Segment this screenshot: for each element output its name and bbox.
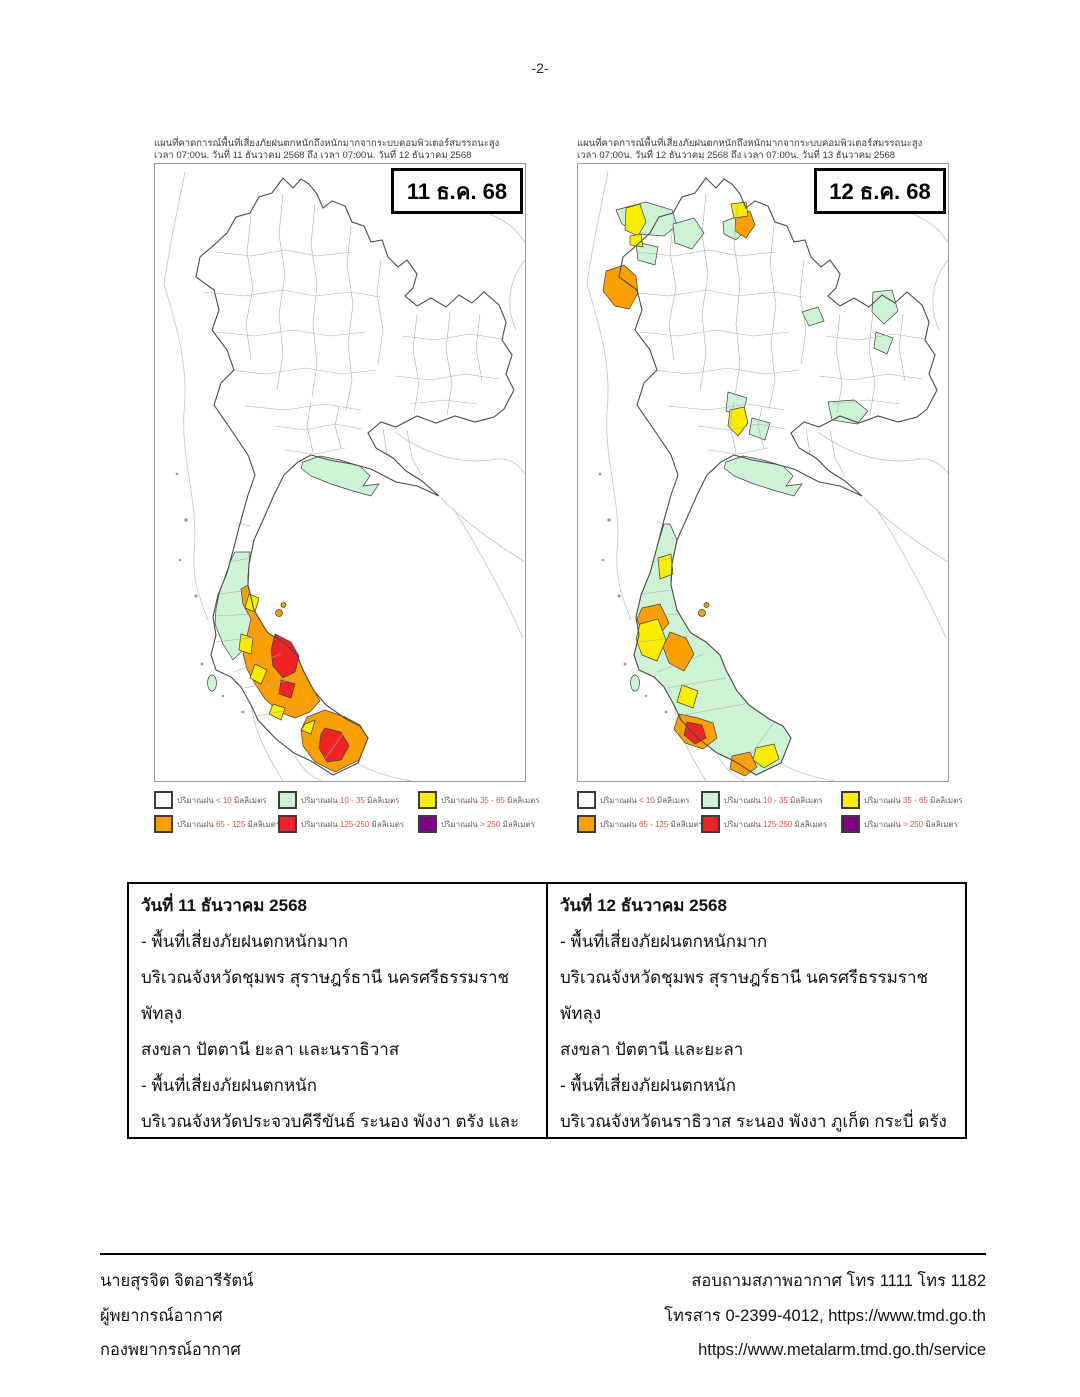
legend-swatch-125-250-icon: [701, 815, 720, 833]
legend-item: ปริมาณฝน 35 - 65 มิลลิเมตร: [841, 791, 963, 809]
map-date-box: 12 ธ.ค. 68: [814, 168, 946, 214]
risk-area-table: วันที่ 11 ธันวาคม 2568 - พื้นที่เสี่ยงภั…: [127, 882, 967, 1139]
legend-swatch-35-65-icon: [841, 791, 860, 809]
legend-swatch-lt10-icon: [577, 791, 596, 809]
rain-legend: ปริมาณฝน < 10 มิลลิเมตร ปริมาณฝน 10 - 35…: [577, 791, 963, 833]
legend-item: ปริมาณฝน 125-250 มิลลิเมตร: [278, 815, 418, 833]
forecast-map-panel-dec12: แผนที่คาดการณ์พื้นที่เสี่ยงภัยฝนตกหนักถึ…: [577, 138, 963, 833]
map-date-box: 11 ธ.ค. 68: [391, 168, 523, 214]
legend-item: ปริมาณฝน 65 - 125 มิลลิเมตร: [577, 815, 703, 833]
risk-line: สงขลา ปัตตานี และยะลา: [560, 1040, 744, 1059]
map-title-line1: แผนที่คาดการณ์พื้นที่เสี่ยงภัยฝนตกหนักถึ…: [154, 138, 500, 149]
contact-fax-website: โทรสาร 0-2399-4012, https://www.tmd.go.t…: [664, 1306, 986, 1325]
risk-line: - พื้นที่เสี่ยงภัยฝนตกหนัก: [560, 1076, 737, 1095]
risk-line: บริเวณจังหวัดชุมพร สุราษฎร์ธานี นครศรีธร…: [560, 968, 929, 1023]
forecaster-name: นายสุรจิต จิตอารีรัตน์: [100, 1272, 254, 1290]
map-title: แผนที่คาดการณ์พื้นที่เสี่ยงภัยฝนตกหนักถึ…: [577, 138, 949, 161]
legend-item: ปริมาณฝน 10 - 35 มิลลิเมตร: [701, 791, 841, 809]
risk-line: - พื้นที่เสี่ยงภัยฝนตกหนักมาก: [141, 932, 349, 951]
legend-swatch-125-250-icon: [278, 815, 297, 833]
thailand-rain-map-dec12: [578, 164, 948, 781]
legend-item: ปริมาณฝน < 10 มิลลิเมตร: [154, 791, 278, 809]
page-number: -2-: [531, 60, 549, 76]
risk-line: บริเวณจังหวัดชุมพร สุราษฎร์ธานี นครศรีธร…: [141, 968, 510, 1023]
legend-item: ปริมาณฝน 35 - 65 มิลลิเมตร: [418, 791, 540, 809]
legend-swatch-35-65-icon: [418, 791, 437, 809]
contact-service-url: https://www.metalarm.tmd.go.th/service: [698, 1341, 986, 1359]
risk-line: บริเวณจังหวัดนราธิวาส ระนอง พังงา ภูเก็ต…: [560, 1112, 947, 1131]
map-title-line1: แผนที่คาดการณ์พื้นที่เสี่ยงภัยฝนตกหนักถึ…: [577, 138, 923, 149]
map-title-line2: เวลา 07:00น. วันที่ 12 ธันวาคม 2568 ถึง …: [577, 149, 896, 161]
legend-item: ปริมาณฝน > 250 มิลลิเมตร: [841, 815, 958, 833]
risk-cell-dec12: วันที่ 12 ธันวาคม 2568 - พื้นที่เสี่ยงภั…: [548, 884, 965, 1137]
page-footer: นายสุรจิต จิตอารีรัตน์ ผู้พยากรณ์อากาศ ก…: [100, 1253, 986, 1368]
forecaster-title: ผู้พยากรณ์อากาศ: [100, 1306, 223, 1325]
risk-line: บริเวณจังหวัดประจวบคีรีขันธ์ ระนอง พังงา…: [141, 1112, 520, 1131]
legend-item: ปริมาณฝน 65 - 125 มิลลิเมตร: [154, 815, 280, 833]
map-frame: 12 ธ.ค. 68: [577, 163, 949, 782]
risk-heading: วันที่ 12 ธันวาคม 2568: [560, 896, 727, 915]
forecast-map-panel-dec11: แผนที่คาดการณ์พื้นที่เสี่ยงภัยฝนตกหนักถึ…: [154, 138, 540, 833]
legend-swatch-gt250-icon: [841, 815, 860, 833]
map-frame: 11 ธ.ค. 68: [154, 163, 526, 782]
contact-phone: สอบถามสภาพอากาศ โทร 1111 โทร 1182: [691, 1272, 986, 1290]
risk-line: - พื้นที่เสี่ยงภัยฝนตกหนัก: [141, 1076, 318, 1095]
legend-swatch-10-35-icon: [701, 791, 720, 809]
legend-swatch-gt250-icon: [418, 815, 437, 833]
rain-legend: ปริมาณฝน < 10 มิลลิเมตร ปริมาณฝน 10 - 35…: [154, 791, 540, 833]
thailand-rain-map-dec11: [155, 164, 525, 781]
legend-swatch-65-125-icon: [577, 815, 596, 833]
risk-cell-dec11: วันที่ 11 ธันวาคม 2568 - พื้นที่เสี่ยงภั…: [129, 884, 548, 1137]
risk-heading: วันที่ 11 ธันวาคม 2568: [141, 896, 307, 915]
risk-line: สงขลา ปัตตานี ยะลา และนราธิวาส: [141, 1040, 400, 1059]
legend-item: ปริมาณฝน < 10 มิลลิเมตร: [577, 791, 701, 809]
risk-line: - พื้นที่เสี่ยงภัยฝนตกหนักมาก: [560, 932, 768, 951]
forecaster-info: นายสุรจิต จิตอารีรัตน์ ผู้พยากรณ์อากาศ ก…: [100, 1264, 253, 1368]
legend-item: ปริมาณฝน > 250 มิลลิเมตร: [418, 815, 535, 833]
legend-item: ปริมาณฝน 10 - 35 มิลลิเมตร: [278, 791, 418, 809]
legend-swatch-10-35-icon: [278, 791, 297, 809]
legend-swatch-65-125-icon: [154, 815, 173, 833]
forecaster-division: กองพยากรณ์อากาศ: [100, 1341, 241, 1359]
map-title-line2: เวลา 07:00น. วันที่ 11 ธันวาคม 2568 ถึง …: [154, 149, 472, 161]
contact-info: สอบถามสภาพอากาศ โทร 1111 โทร 1182 โทรสาร…: [664, 1264, 986, 1368]
map-title: แผนที่คาดการณ์พื้นที่เสี่ยงภัยฝนตกหนักถึ…: [154, 138, 526, 161]
legend-item: ปริมาณฝน 125-250 มิลลิเมตร: [701, 815, 841, 833]
legend-swatch-lt10-icon: [154, 791, 173, 809]
